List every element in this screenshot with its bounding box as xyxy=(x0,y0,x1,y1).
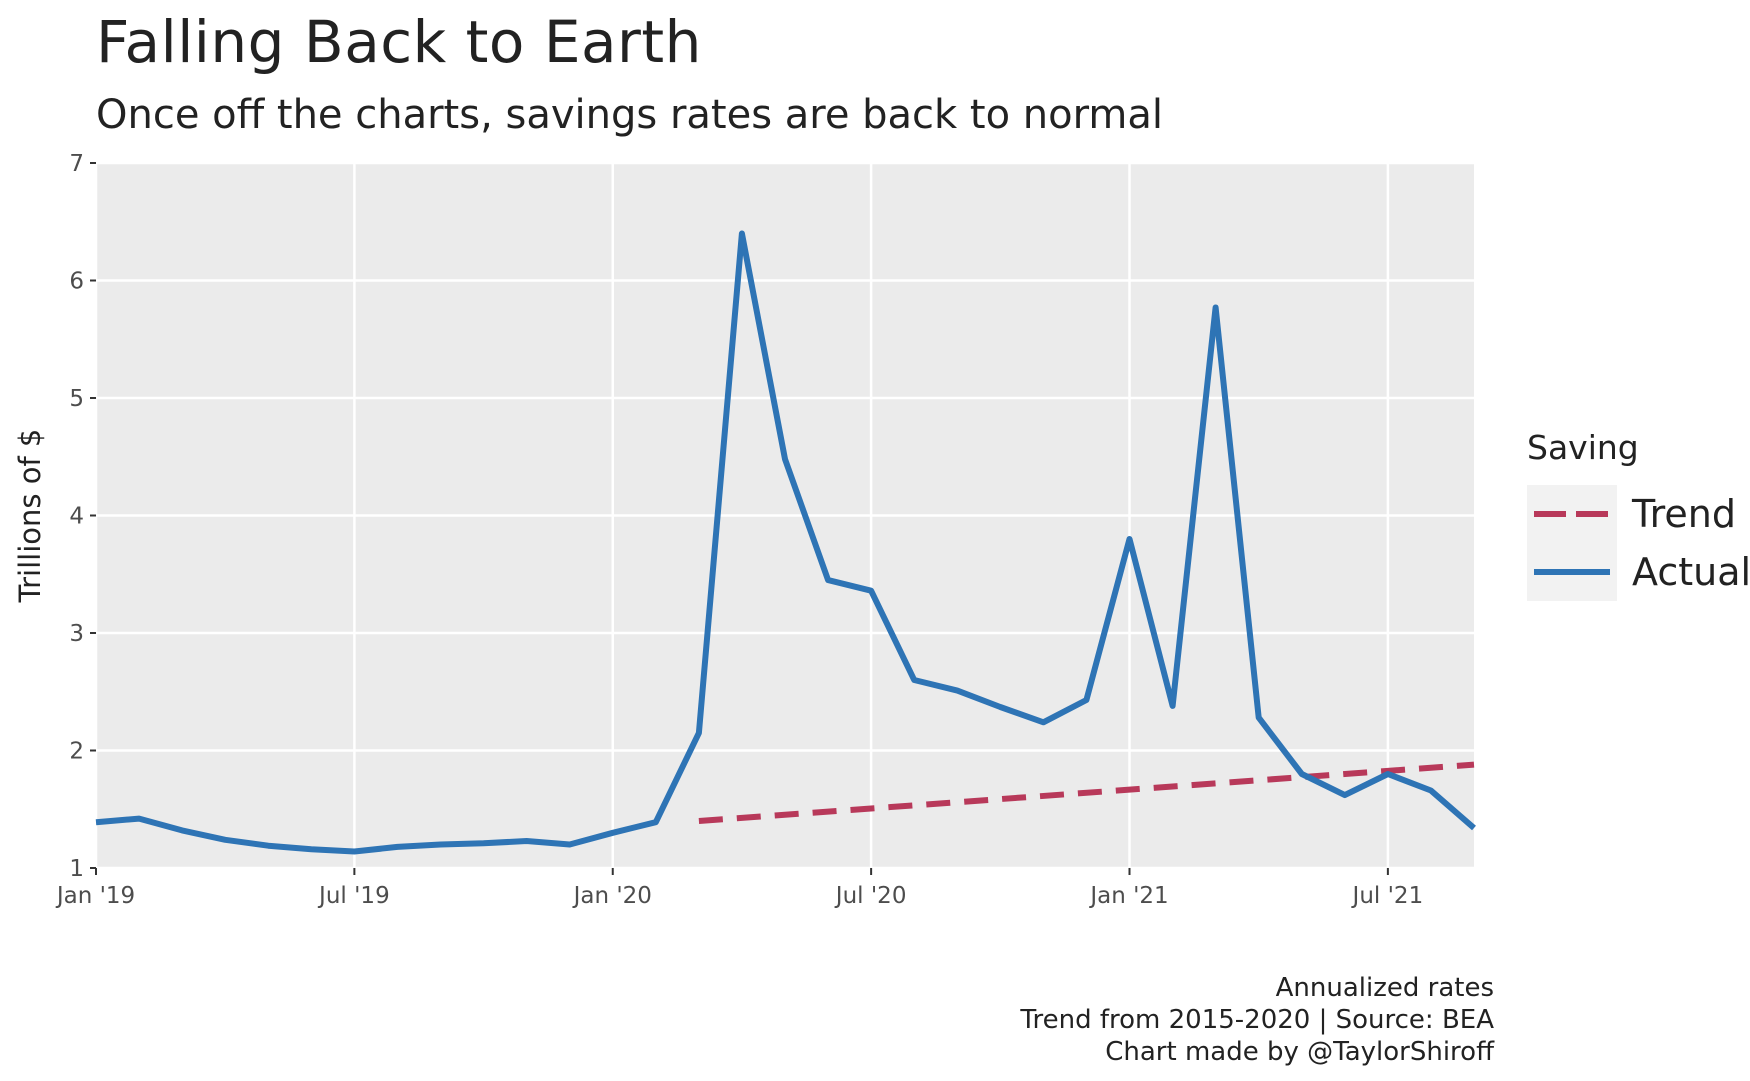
chart-subtitle: Once off the charts, savings rates are b… xyxy=(96,92,1163,138)
y-tick-label: 5 xyxy=(69,386,84,412)
x-tick-label: Jan '20 xyxy=(572,883,652,909)
y-tick-label: 4 xyxy=(69,504,84,530)
y-tick-label: 6 xyxy=(69,269,84,295)
legend-label-actual: Actual xyxy=(1632,550,1750,594)
legend-key-background xyxy=(1527,485,1617,601)
y-tick-label: 7 xyxy=(69,151,84,177)
caption-line: Chart made by @TaylorShiroff xyxy=(1105,1037,1494,1067)
x-tick-label: Jul '20 xyxy=(834,883,907,909)
legend: Saving Trend Actual xyxy=(1527,428,1750,601)
series-layer xyxy=(95,230,1476,855)
y-tick-label: 2 xyxy=(69,739,84,765)
y-tick-label: 1 xyxy=(69,856,84,882)
series-line-actual xyxy=(95,230,1476,855)
y-axis: 1 2 3 4 5 6 7 xyxy=(69,151,96,882)
x-tick-label: Jul '19 xyxy=(317,883,390,909)
x-tick-label: Jan '21 xyxy=(1088,883,1168,909)
x-tick-label: Jan '19 xyxy=(55,883,135,909)
y-axis-title: Trillions of $ xyxy=(13,429,47,604)
caption-line: Trend from 2015-2020 | Source: BEA xyxy=(1020,1005,1494,1035)
y-tick-label: 3 xyxy=(69,621,84,647)
legend-label-trend: Trend xyxy=(1631,492,1736,536)
x-tick-label: Jul '21 xyxy=(1351,883,1424,909)
series-line-trend xyxy=(698,761,1475,824)
legend-title: Saving xyxy=(1527,428,1639,467)
caption-line: Annualized rates xyxy=(1275,973,1494,1003)
chart-title: Falling Back to Earth xyxy=(96,8,702,76)
x-axis: Jan '19 Jul '19 Jan '20 Jul '20 Jan '21 Jul '… xyxy=(55,868,1423,909)
chart-caption: Annualized rates Trend from 2015-2020 | … xyxy=(1020,972,1494,1068)
